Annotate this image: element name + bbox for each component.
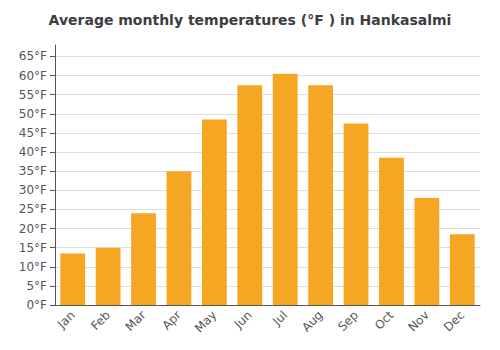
svg-text:Dec: Dec: [441, 308, 467, 334]
svg-text:0°F: 0°F: [26, 298, 47, 312]
svg-text:Mar: Mar: [123, 308, 149, 334]
svg-text:Aug: Aug: [299, 308, 325, 334]
svg-text:May: May: [192, 308, 219, 335]
svg-text:Apr: Apr: [159, 308, 184, 333]
svg-text:45°F: 45°F: [19, 126, 47, 140]
svg-text:20°F: 20°F: [19, 222, 47, 236]
svg-text:Feb: Feb: [88, 308, 113, 333]
svg-text:Jul: Jul: [269, 308, 290, 329]
svg-text:25°F: 25°F: [19, 202, 47, 216]
svg-text:5°F: 5°F: [26, 279, 47, 293]
svg-text:Jun: Jun: [231, 308, 255, 332]
svg-text:50°F: 50°F: [19, 107, 47, 121]
svg-text:55°F: 55°F: [19, 88, 47, 102]
svg-text:15°F: 15°F: [19, 241, 47, 255]
svg-text:Jan: Jan: [54, 308, 78, 332]
svg-text:Sep: Sep: [335, 308, 361, 334]
svg-text:Average monthly temperatures (: Average monthly temperatures (°F ) in Ha…: [49, 12, 452, 28]
svg-text:65°F: 65°F: [19, 49, 47, 63]
svg-text:60°F: 60°F: [19, 69, 47, 83]
svg-text:35°F: 35°F: [19, 164, 47, 178]
svg-text:Oct: Oct: [372, 308, 397, 333]
svg-text:40°F: 40°F: [19, 145, 47, 159]
svg-text:10°F: 10°F: [19, 260, 47, 274]
svg-text:Nov: Nov: [405, 308, 431, 334]
svg-text:30°F: 30°F: [19, 183, 47, 197]
